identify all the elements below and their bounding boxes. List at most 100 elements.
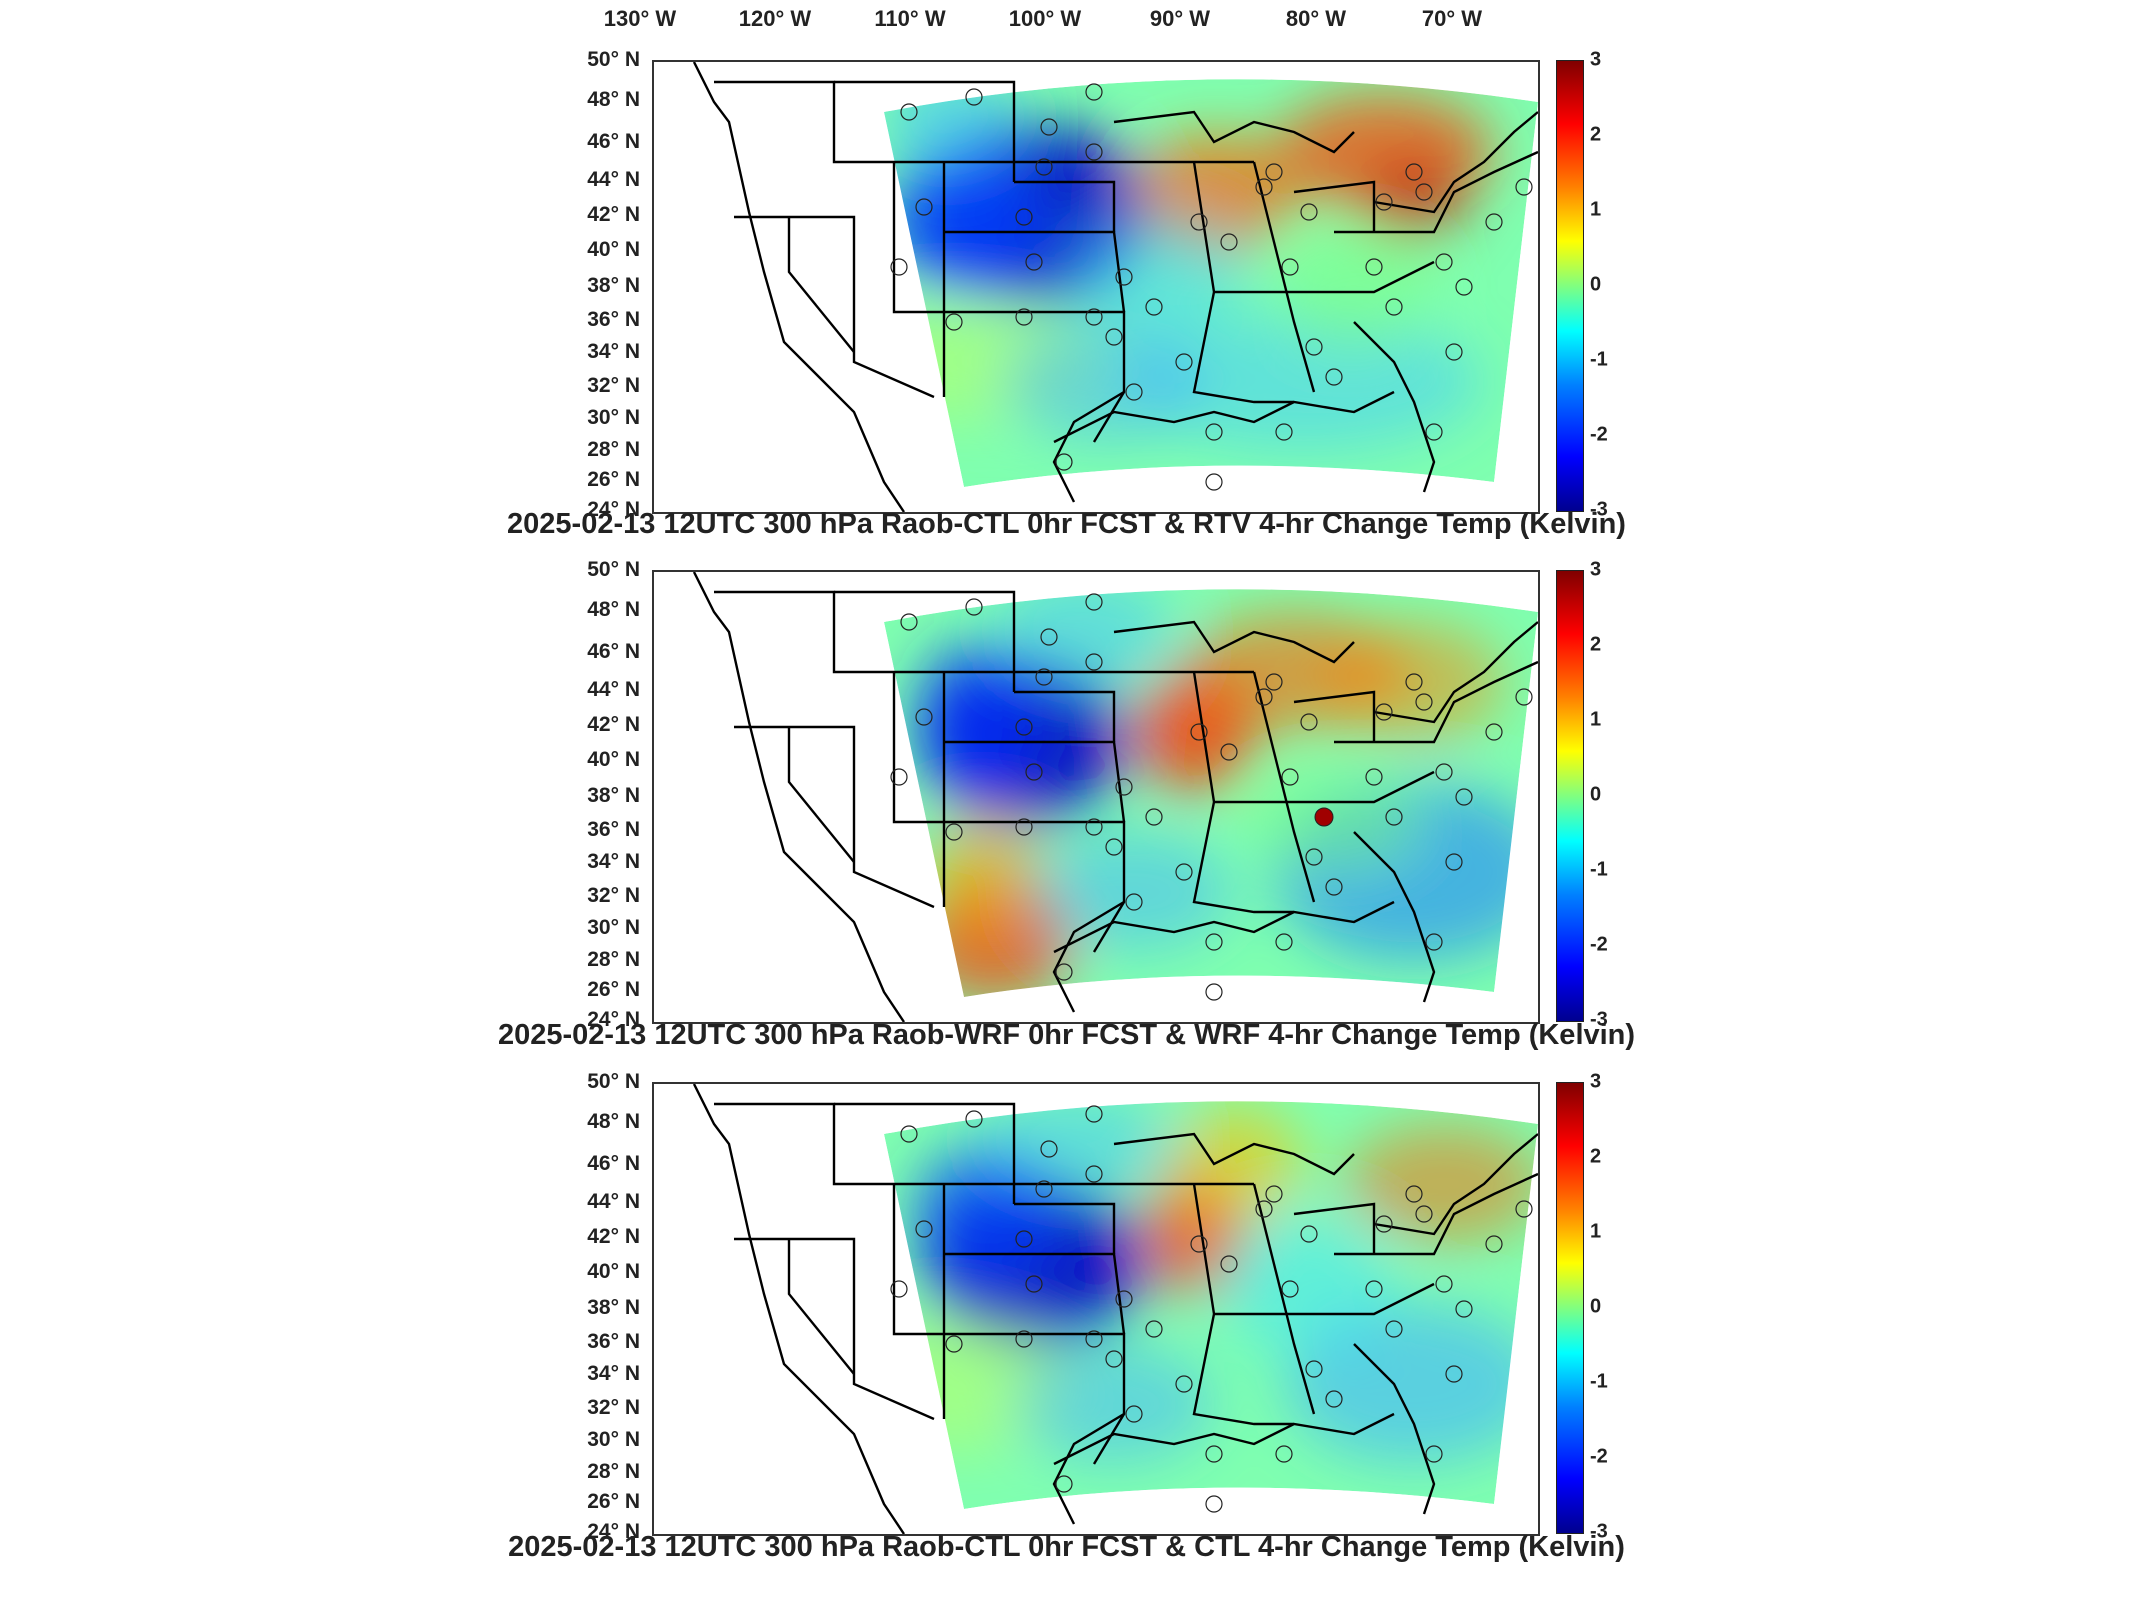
raob-station-marker bbox=[1405, 673, 1423, 691]
raob-station-marker bbox=[1055, 1475, 1073, 1493]
raob-station-marker bbox=[945, 823, 963, 841]
latitude-label: 38° N bbox=[587, 1296, 640, 1319]
raob-station-marker bbox=[1085, 593, 1103, 611]
raob-station-marker bbox=[1125, 1405, 1143, 1423]
panel-title: 2025-02-13 12UTC 300 hPa Raob-CTL 0hr FC… bbox=[507, 508, 1626, 540]
latitude-label: 46° N bbox=[587, 1152, 640, 1175]
latitude-label: 26° N bbox=[587, 978, 640, 1001]
raob-station-marker bbox=[890, 1280, 908, 1298]
colorbar-tick-label: 1 bbox=[1590, 1220, 1602, 1243]
raob-station-marker bbox=[1305, 1360, 1323, 1378]
raob-station-marker bbox=[1385, 1320, 1403, 1338]
border-line bbox=[944, 1332, 1126, 1465]
raob-station-marker bbox=[1085, 1105, 1103, 1123]
raob-station-marker bbox=[1205, 933, 1223, 951]
state-borders bbox=[692, 572, 1538, 1022]
raob-station-marker bbox=[1255, 178, 1273, 196]
raob-station-marker bbox=[1025, 1275, 1043, 1293]
border-line bbox=[1053, 1412, 1395, 1466]
raob-station-marker bbox=[1085, 83, 1103, 101]
raob-station-marker bbox=[1415, 183, 1433, 201]
raob-station-marker bbox=[915, 198, 933, 216]
raob-station-marker bbox=[1425, 933, 1443, 951]
colorbar-tick-label: 0 bbox=[1590, 273, 1602, 296]
border-line bbox=[734, 1237, 935, 1421]
raob-station-marker bbox=[1145, 298, 1163, 316]
latitude-label: 48° N bbox=[587, 598, 640, 621]
map-canvas bbox=[692, 1084, 1538, 1534]
raob-station-marker bbox=[1205, 1495, 1223, 1513]
latitude-label: 24° N bbox=[587, 1520, 640, 1543]
raob-station-marker bbox=[1205, 983, 1223, 1001]
border-line bbox=[892, 672, 944, 824]
colorbar-tick-label: -1 bbox=[1590, 1370, 1608, 1393]
raob-station-marker bbox=[1375, 1215, 1393, 1233]
border-line bbox=[892, 162, 944, 314]
map-frame bbox=[652, 1082, 1540, 1536]
latitude-label: 40° N bbox=[587, 238, 640, 261]
border-line bbox=[834, 1102, 1016, 1204]
raob-station-marker bbox=[1515, 178, 1533, 196]
latitude-label: 50° N bbox=[587, 48, 640, 71]
raob-station-marker bbox=[1325, 368, 1343, 386]
field-anomaly bbox=[1244, 772, 1424, 872]
field-anomaly bbox=[1014, 1344, 1214, 1464]
raob-station-marker bbox=[1205, 423, 1223, 441]
raob-station-marker bbox=[1220, 743, 1238, 761]
raob-station-marker bbox=[1105, 328, 1123, 346]
border-line bbox=[787, 1239, 855, 1375]
latitude-label: 44° N bbox=[587, 168, 640, 191]
border-line bbox=[1373, 1133, 1538, 1236]
raob-station-marker bbox=[1055, 453, 1073, 471]
border-line bbox=[1052, 1412, 1125, 1525]
colorbar bbox=[1556, 1082, 1584, 1534]
raob-station-marker bbox=[1115, 1290, 1133, 1308]
map-canvas bbox=[692, 62, 1538, 512]
raob-station-marker bbox=[1515, 1200, 1533, 1218]
border-line bbox=[1192, 671, 1294, 914]
latitude-label: 32° N bbox=[587, 884, 640, 907]
panel-title: 2025-02-13 12UTC 300 hPa Raob-WRF 0hr FC… bbox=[497, 1019, 1636, 1051]
raob-station-marker bbox=[1190, 723, 1208, 741]
border-line bbox=[1252, 671, 1316, 903]
colorbar-tick-label: 2 bbox=[1590, 633, 1602, 656]
latitude-label: 46° N bbox=[587, 130, 640, 153]
latitude-label: 32° N bbox=[587, 1396, 640, 1419]
field-anomaly bbox=[1164, 1104, 1304, 1224]
border-line bbox=[1353, 321, 1436, 493]
border-line bbox=[1014, 1202, 1116, 1254]
raob-station-marker bbox=[1281, 258, 1299, 276]
latitude-label: 42° N bbox=[587, 713, 640, 736]
raob-station-marker bbox=[1255, 688, 1273, 706]
colorbar-tick-label: -2 bbox=[1590, 1445, 1608, 1468]
raob-station-marker bbox=[1175, 353, 1193, 371]
colorbar-tick-label: -3 bbox=[1590, 498, 1608, 521]
raob-station-marker bbox=[965, 88, 983, 106]
raob-station-marker bbox=[1175, 1375, 1193, 1393]
raob-station-marker bbox=[890, 768, 908, 786]
border-line bbox=[714, 80, 1254, 164]
map-panel: 50° N 48° N 46° N 44° N 42° N 40° N 38° N 36° N… bbox=[0, 558, 2133, 1080]
latitude-label: 28° N bbox=[587, 948, 640, 971]
raob-station-marker bbox=[1435, 1275, 1453, 1293]
colorbar-tick-label: 3 bbox=[1590, 1070, 1602, 1093]
border-line bbox=[1113, 1132, 1355, 1176]
field-anomaly bbox=[1064, 212, 1244, 332]
border-line bbox=[1053, 390, 1395, 444]
raob-station-marker bbox=[1015, 718, 1033, 736]
border-line bbox=[1373, 621, 1538, 724]
border-line bbox=[1334, 660, 1538, 744]
state-borders bbox=[692, 62, 1538, 512]
raob-station-marker bbox=[1275, 1445, 1293, 1463]
raob-station-marker bbox=[1265, 673, 1283, 691]
raob-station-marker bbox=[1190, 213, 1208, 231]
latitude-label: 28° N bbox=[587, 1460, 640, 1483]
raob-station-marker bbox=[945, 313, 963, 331]
raob-station-marker bbox=[1445, 853, 1463, 871]
raob-station-marker bbox=[1190, 1235, 1208, 1253]
raob-station-marker bbox=[1085, 1165, 1103, 1183]
raob-stations bbox=[890, 1105, 1533, 1513]
raob-station-marker bbox=[900, 613, 918, 631]
border-line bbox=[714, 1102, 1254, 1186]
raob-station-marker bbox=[900, 103, 918, 121]
